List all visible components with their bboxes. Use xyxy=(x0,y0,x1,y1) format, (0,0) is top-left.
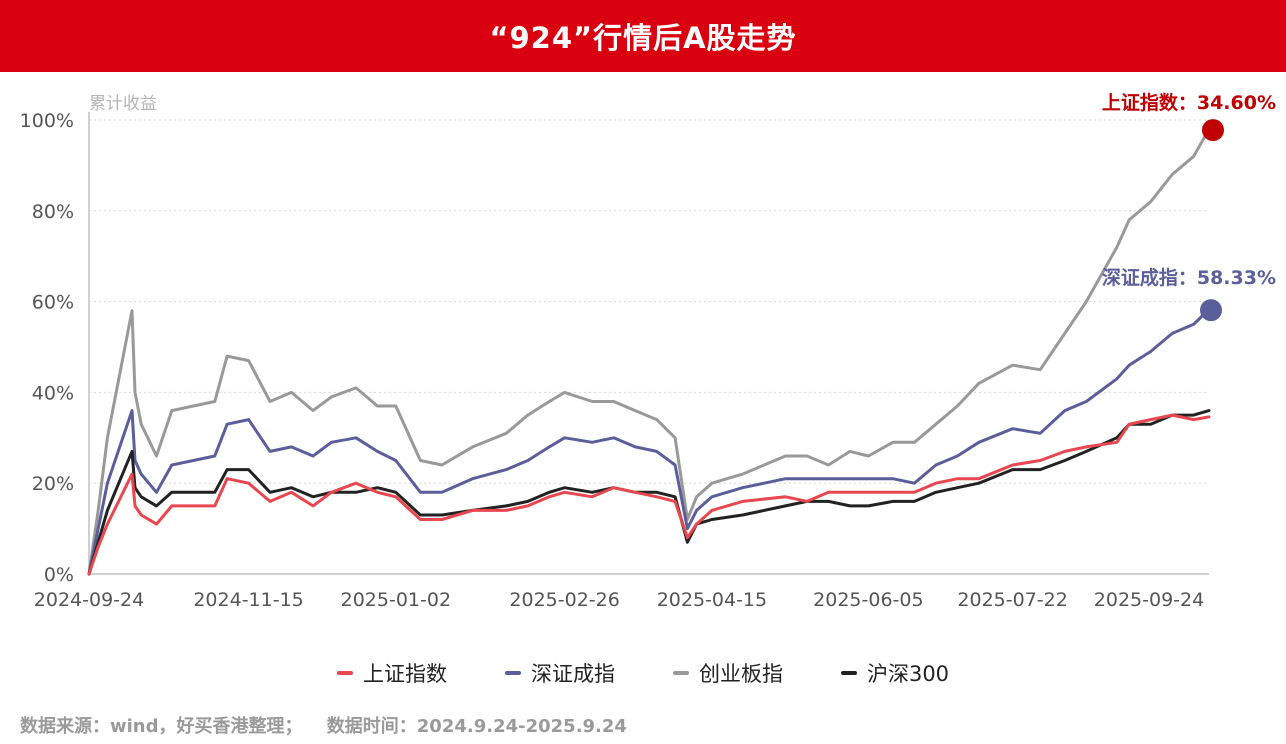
y-tick-label: 0% xyxy=(44,564,74,586)
series-line-2 xyxy=(87,307,1211,576)
data-time-text: 数据时间：2024.9.24-2025.9.24 xyxy=(326,716,627,737)
legend-swatch xyxy=(840,671,857,675)
legend-item: 深证成指 xyxy=(504,658,615,688)
x-tick-label: 2025-04-15 xyxy=(657,589,767,611)
legend-label: 沪深300 xyxy=(866,662,950,686)
x-tick-label: 2025-07-22 xyxy=(957,589,1067,611)
line-chart: 0% 20% 40% 60% 80% 100% 累计收益 2024-09-24 2024-11-… xyxy=(20,91,1276,611)
legend-item: 上证指数 xyxy=(336,658,447,688)
annotation-label: 深证成指：58.33% xyxy=(1102,266,1276,289)
legend-item: 创业板指 xyxy=(672,658,783,688)
y-axis-title: 累计收益 xyxy=(89,94,157,114)
title-banner: “924”行情后A股走势 xyxy=(0,0,1286,72)
x-tick-label: 2024-09-24 xyxy=(34,589,144,611)
legend-label: 深证成指 xyxy=(530,662,615,686)
legend-swatch xyxy=(336,671,353,675)
y-tick-label: 20% xyxy=(32,473,74,495)
x-tick-label: 2025-06-05 xyxy=(813,589,923,611)
source-note: 数据来源：wind，好买香港整理； 数据时间：2024.9.24-2025.9.… xyxy=(20,712,645,738)
annotation-label: 上证指数：34.60% xyxy=(1102,91,1276,114)
x-tick-label: 2025-02-26 xyxy=(509,589,619,611)
source-text: 数据来源：wind，好买香港整理； xyxy=(20,716,303,737)
chart-legend: 上证指数 深证成指 创业板指 沪深300 xyxy=(0,658,1286,688)
y-tick-label: 40% xyxy=(32,382,74,404)
legend-swatch xyxy=(672,671,689,675)
series-line-3 xyxy=(87,127,1211,576)
y-tick-label: 100% xyxy=(20,110,74,132)
y-tick-label: 80% xyxy=(32,201,74,223)
x-tick-label: 2024-11-15 xyxy=(193,589,303,611)
legend-label: 上证指数 xyxy=(362,662,447,686)
x-tick-label: 2025-01-02 xyxy=(341,589,451,611)
legend-swatch xyxy=(504,671,521,675)
legend-label: 创业板指 xyxy=(698,662,783,686)
series-line-1 xyxy=(87,413,1211,576)
y-tick-label: 60% xyxy=(32,292,74,314)
legend-item: 沪深300 xyxy=(840,658,950,688)
end-marker-red xyxy=(1202,119,1224,142)
page-title: “924”行情后A股走势 xyxy=(489,21,797,55)
end-marker-blue xyxy=(1200,299,1222,322)
x-tick-label: 2025-09-24 xyxy=(1094,589,1204,611)
